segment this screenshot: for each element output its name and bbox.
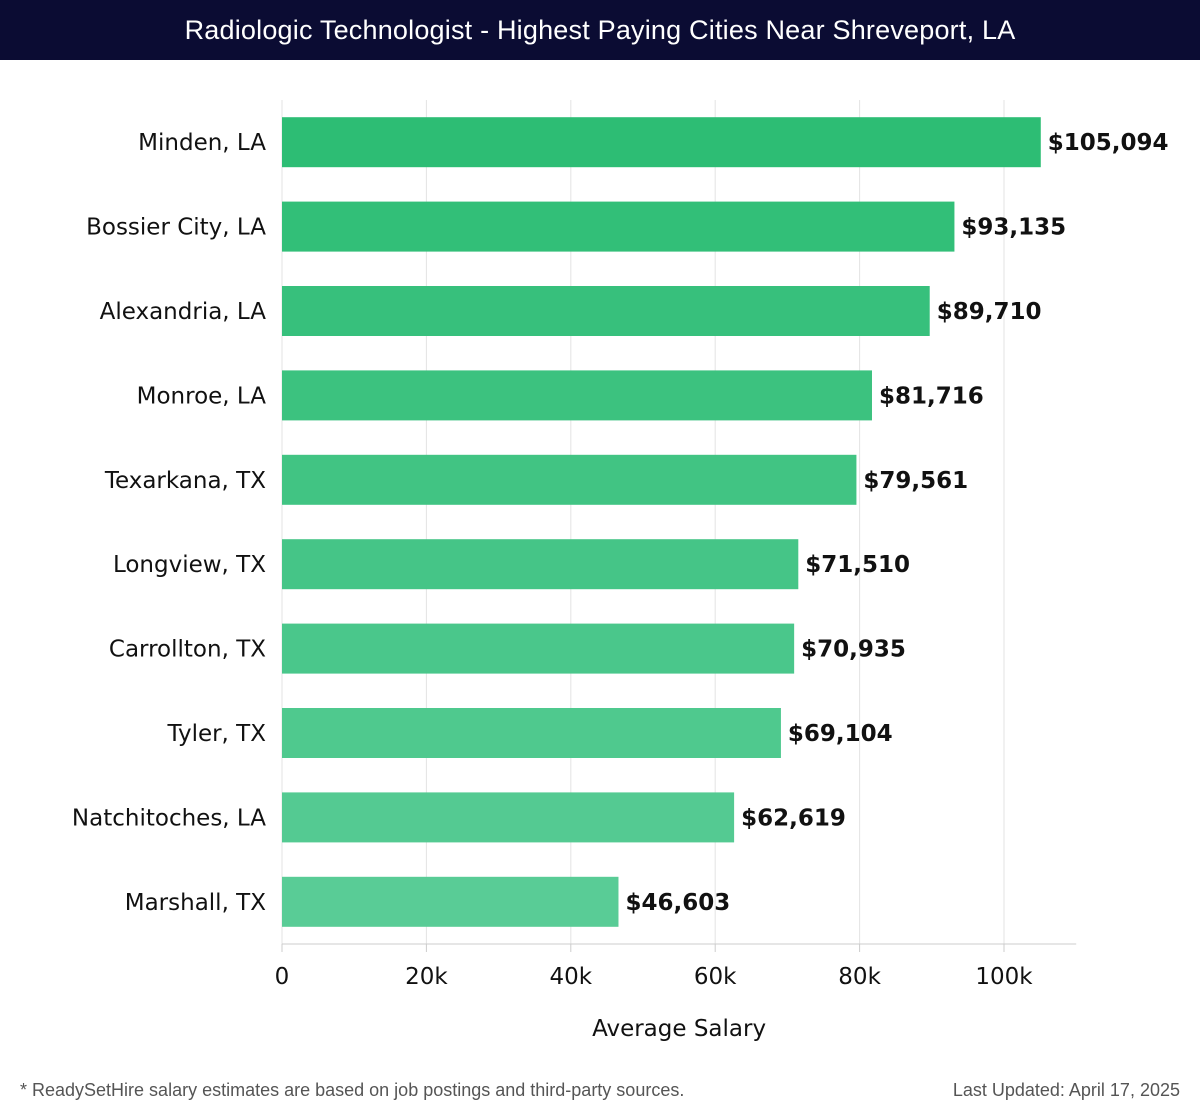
bar [282, 370, 872, 421]
category-label: Longview, TX [113, 552, 266, 578]
bar [282, 201, 955, 252]
value-label: $105,094 [1048, 130, 1169, 156]
category-label: Minden, LA [138, 130, 266, 156]
category-label: Alexandria, LA [100, 299, 267, 325]
value-label: $81,716 [879, 383, 984, 409]
category-label: Marshall, TX [125, 890, 267, 916]
category-label: Bossier City, LA [86, 215, 266, 241]
bar [282, 876, 619, 927]
title-bar: Radiologic Technologist - Highest Paying… [0, 0, 1200, 60]
bar [282, 792, 735, 843]
x-tick-label: 60k [694, 964, 737, 990]
bar [282, 454, 857, 505]
bar [282, 539, 799, 590]
x-tick-label: 20k [405, 964, 448, 990]
bar [282, 623, 795, 674]
bar [282, 117, 1041, 168]
bar-chart: Minden, LA $105,094 Bossier City, LA $93,13… [72, 100, 1169, 1042]
x-tick-label: 80k [838, 964, 881, 990]
value-label: $46,603 [625, 890, 730, 916]
value-label: $62,619 [741, 805, 846, 831]
category-label: Carrollton, TX [109, 637, 266, 663]
value-label: $70,935 [801, 637, 906, 663]
x-tick-label: 40k [550, 964, 593, 990]
x-axis-title: Average Salary [592, 1016, 766, 1042]
value-label: $71,510 [805, 552, 910, 578]
chart-title: Radiologic Technologist - Highest Paying… [184, 14, 1016, 45]
last-updated: Last Updated: April 17, 2025 [952, 1080, 1180, 1100]
category-label: Tyler, TX [166, 721, 266, 747]
x-tick-label: 100k [975, 964, 1033, 990]
value-label: $79,561 [863, 468, 968, 494]
bar [282, 708, 781, 758]
value-label: $89,710 [937, 299, 1042, 325]
category-label: Texarkana, TX [104, 468, 266, 494]
value-label: $93,135 [961, 215, 1066, 241]
footer-note: * ReadySetHire salary estimates are base… [20, 1080, 685, 1100]
category-label: Natchitoches, LA [72, 805, 266, 831]
category-label: Monroe, LA [137, 383, 267, 409]
value-label: $69,104 [788, 721, 893, 747]
x-tick-label: 0 [275, 964, 290, 990]
bar [282, 286, 930, 336]
